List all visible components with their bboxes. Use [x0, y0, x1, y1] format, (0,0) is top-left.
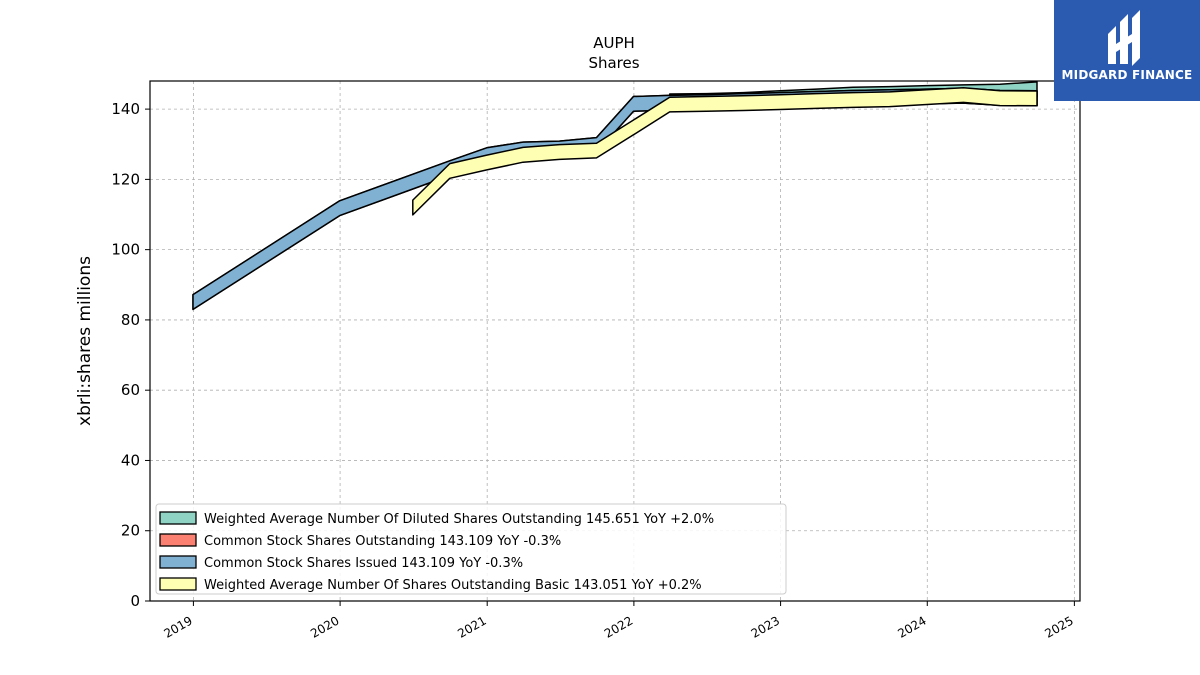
legend-swatch-basic: [159, 577, 197, 591]
legend-box: [155, 503, 787, 595]
series-layer: [192, 81, 1038, 311]
legend-entry-basic: Weighted Average Number Of Shares Outsta…: [204, 578, 702, 593]
y-axis-label: xbrli:shares millions: [75, 256, 95, 426]
x-tick-label: 2019: [161, 613, 194, 640]
legend: Weighted Average Number Of Diluted Share…: [155, 503, 787, 595]
logo-text: MIDGARD FINANCE: [1061, 68, 1193, 82]
y-tick-label: 40: [121, 451, 140, 469]
x-tick-label: 2022: [602, 613, 635, 640]
plot-frame: [149, 80, 1081, 602]
legend-swatch-diluted: [159, 511, 197, 525]
x-tick-label: 2023: [749, 613, 782, 640]
y-tick-label: 80: [121, 311, 140, 329]
legend-entry-issued: Common Stock Shares Issued 143.109 YoY -…: [204, 556, 523, 571]
y-tick-label: 120: [111, 170, 140, 188]
y-tick-label: 140: [111, 100, 140, 118]
series-band-basic: [412, 86, 1038, 216]
legend-swatch-issued: [159, 555, 197, 569]
chart-title: AUPH: [593, 34, 635, 52]
y-tick-label: 0: [130, 592, 140, 610]
chart-subtitle: Shares: [588, 54, 639, 72]
legend-entry-outstanding: Common Stock Shares Outstanding 143.109 …: [204, 534, 561, 549]
y-tick-label: 60: [121, 381, 140, 399]
x-tick-label: 2024: [895, 613, 928, 640]
midgard-logo-icon: [1108, 10, 1140, 66]
x-tick-label: 2021: [455, 613, 488, 640]
y-tick-label: 20: [121, 522, 140, 540]
midgard-finance-logo: MIDGARD FINANCE: [1054, 0, 1200, 101]
y-tick-label: 100: [111, 241, 140, 259]
x-tick-label: 2025: [1042, 613, 1075, 640]
series-band-issued: [192, 87, 1038, 311]
x-tick-label: 2020: [308, 613, 341, 640]
legend-entry-diluted: Weighted Average Number Of Diluted Share…: [204, 512, 714, 527]
legend-swatch-outstanding: [159, 533, 197, 547]
